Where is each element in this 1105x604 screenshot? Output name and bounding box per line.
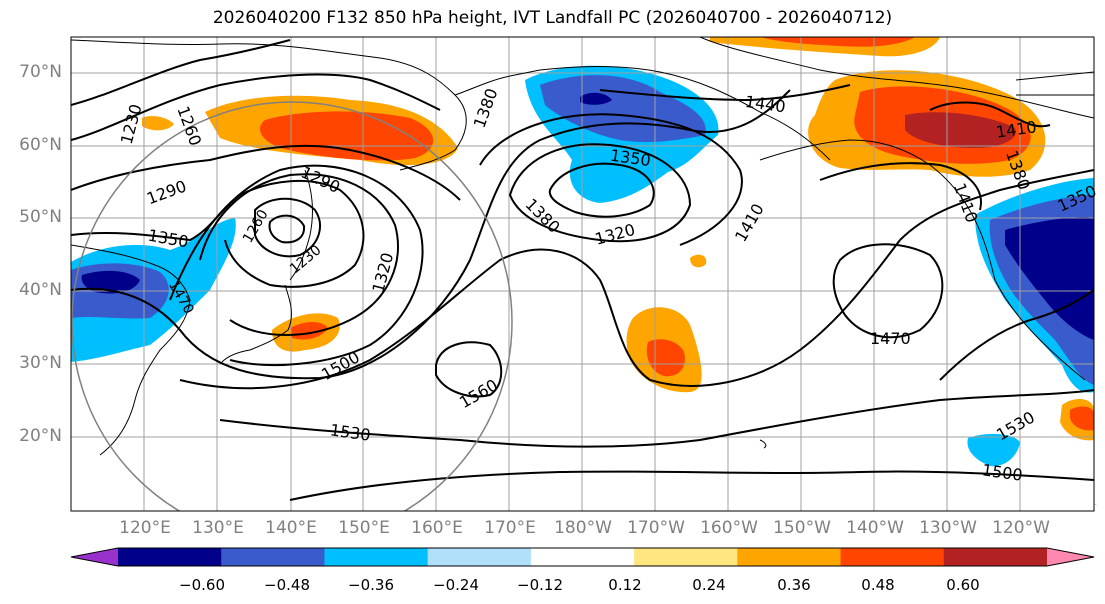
lon-label: 150°W: [773, 518, 831, 538]
lat-label: 20°N: [19, 426, 62, 446]
map-frame: [70, 36, 1095, 512]
coastlines: [71, 37, 1094, 456]
ivt-positive-region: [142, 116, 174, 131]
colorbar-tick-label: 0.36: [777, 576, 811, 594]
lon-label: 120°E: [119, 518, 171, 538]
lon-label: 130°E: [192, 518, 244, 538]
colorbar-tick-label: −0.12: [517, 576, 563, 594]
colorbar-tick-label: 0.12: [608, 576, 642, 594]
lon-label: 150°E: [338, 518, 390, 538]
lon-label: 140°W: [846, 518, 904, 538]
ivt-positive-region: [646, 339, 685, 377]
lon-label: 140°E: [265, 518, 317, 538]
lat-label: 70°N: [19, 62, 62, 82]
colorbar-tick-label: −0.48: [264, 576, 310, 594]
lon-label: 160°W: [700, 518, 758, 538]
lon-label: 180°W: [554, 518, 612, 538]
ivt-positive-region: [260, 111, 434, 161]
ivt-negative-region: [967, 433, 1020, 467]
ivt-negative-region: [81, 270, 140, 294]
ivt-negative-region: [580, 92, 612, 105]
lon-label: 170°E: [484, 518, 536, 538]
colorbar-tick-label: 0.48: [861, 576, 895, 594]
lat-label: 30°N: [19, 353, 62, 373]
lon-label: 160°E: [411, 518, 463, 538]
map-title: 2026040200 F132 850 hPa height, IVT Land…: [212, 8, 893, 28]
lat-label: 40°N: [19, 280, 62, 300]
colorbar-tick-label: −0.36: [348, 576, 394, 594]
landfall-radius-circle: [71, 101, 513, 511]
colorbar-tick-label: −0.60: [179, 576, 225, 594]
lat-label: 50°N: [19, 207, 62, 227]
contour-label: 1470: [870, 329, 911, 348]
lon-label: 130°W: [919, 518, 977, 538]
colorbar-tick-label: 0.24: [692, 576, 726, 594]
ivt-positive-region: [760, 37, 915, 47]
height-contours: [71, 39, 1094, 501]
colorbar-tick-label: −0.24: [433, 576, 479, 594]
ivt-positive-region: [905, 112, 1016, 148]
ivt-positive-region: [1070, 406, 1094, 431]
lon-label: 120°W: [992, 518, 1050, 538]
colorbar-tick-label: 0.60: [946, 576, 980, 594]
lon-label: 170°W: [627, 518, 685, 538]
contour-label: 1320: [1094, 504, 1097, 506]
ivt-positive-region: [690, 254, 707, 268]
ivt-negative-region: [1005, 217, 1094, 340]
graticule: [71, 37, 1094, 511]
lat-label: 60°N: [19, 135, 62, 155]
